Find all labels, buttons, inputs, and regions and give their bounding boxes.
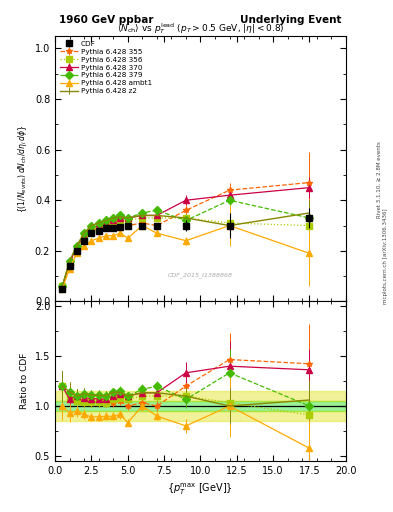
Text: Underlying Event: Underlying Event: [241, 14, 342, 25]
Text: CDF_2015_I1388868: CDF_2015_I1388868: [168, 272, 233, 278]
Y-axis label: $\{(1/N_\mathrm{evnts})\,dN_\mathrm{ch}/d\eta_i\,d\phi\}$: $\{(1/N_\mathrm{evnts})\,dN_\mathrm{ch}/…: [16, 124, 29, 213]
Bar: [55, 411, 346, 421]
Y-axis label: Ratio to CDF: Ratio to CDF: [20, 353, 29, 409]
X-axis label: $\{p_T^\mathrm{max}$ [GeV]$\}$: $\{p_T^\mathrm{max}$ [GeV]$\}$: [167, 481, 233, 497]
Bar: [55, 391, 346, 401]
Text: 1960 GeV ppbar: 1960 GeV ppbar: [59, 14, 153, 25]
Bar: [55, 401, 346, 411]
Text: mcplots.cern.ch [arXiv:1306.3436]: mcplots.cern.ch [arXiv:1306.3436]: [383, 208, 387, 304]
Legend: CDF, Pythia 6.428 355, Pythia 6.428 356, Pythia 6.428 370, Pythia 6.428 379, Pyt: CDF, Pythia 6.428 355, Pythia 6.428 356,…: [59, 39, 154, 96]
Title: $\langle N_\mathrm{ch}\rangle$ vs $p_T^\mathrm{lead}$ ($p_T > 0.5$ GeV, $|\eta| : $\langle N_\mathrm{ch}\rangle$ vs $p_T^\…: [117, 21, 284, 36]
Text: Rivet 3.1.10, ≥ 2.8M events: Rivet 3.1.10, ≥ 2.8M events: [377, 141, 382, 218]
